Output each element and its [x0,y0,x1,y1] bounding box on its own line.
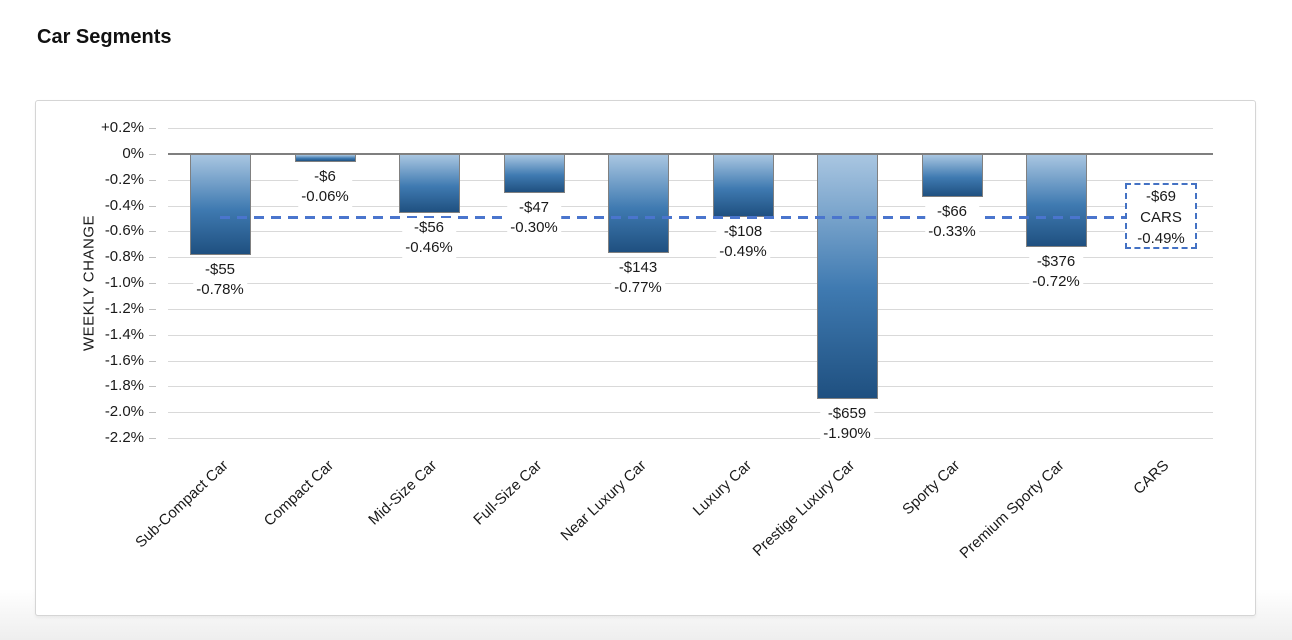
y-axis-tick [149,283,156,284]
gridline [168,206,1213,207]
y-tick-label: -1.8% [104,377,144,394]
bar-value-pct: -0.30% [510,219,558,236]
bar-value-pct: -0.49% [719,243,767,260]
bar [713,154,774,217]
y-axis-tick [149,154,156,155]
gridline [168,438,1213,439]
y-axis-tick [149,386,156,387]
y-axis-tick [149,257,156,258]
bar-value-label: -$66 -0.33% [925,202,979,242]
bar [295,154,356,162]
y-tick-label: -0.8% [104,248,144,265]
y-tick-label: -1.6% [104,352,144,369]
page-title: Car Segments [37,26,172,48]
gridline [168,361,1213,362]
bar-value-usd: -$6 [314,168,336,185]
cars-box-line: -$69 [1145,188,1177,205]
bar-value-pct: -0.33% [928,223,976,240]
y-tick-label: -2.2% [104,429,144,446]
bar-value-label: -$56 -0.46% [402,218,456,258]
y-axis-tick [149,335,156,336]
bar-value-label: -$376 -0.72% [1029,252,1083,292]
gridline [168,386,1213,387]
gridline [168,128,1213,129]
y-tick-label: -1.2% [104,300,144,317]
gridline [168,180,1213,181]
y-axis-tick [149,180,156,181]
bar-value-usd: -$47 [518,199,550,216]
y-tick-label: -0.6% [104,222,144,239]
bar-value-usd: -$659 [827,405,867,422]
bar-value-usd: -$108 [723,223,763,240]
y-axis-tick [149,231,156,232]
y-axis-tick [149,128,156,129]
bar-value-pct: -1.90% [823,425,871,442]
bar-value-label: -$55 -0.78% [193,260,247,300]
bar-value-usd: -$56 [413,219,445,236]
y-axis-tick [149,438,156,439]
x-tick-label: CARS [851,457,1173,498]
gridline [168,335,1213,336]
gridline [168,309,1213,310]
average-dashed-line [220,216,1125,219]
bar-value-label: -$143 -0.77% [611,258,665,298]
y-axis-tick [149,361,156,362]
cars-box-line: CARS [1140,209,1182,226]
cars-annotation-box: -$69 CARS -0.49% [1125,183,1197,249]
y-tick-label: +0.2% [101,119,144,136]
bar [399,154,460,213]
bar-value-usd: -$376 [1036,253,1076,270]
bar-value-label: -$659 -1.90% [820,404,874,444]
bar [922,154,983,197]
y-tick-label: -1.4% [104,326,144,343]
y-axis-tick [149,206,156,207]
gridline [168,231,1213,232]
bar [1026,154,1087,247]
gridline [168,257,1213,258]
bar-value-pct: -0.06% [301,188,349,205]
bar [504,154,565,193]
bar-value-label: -$6 -0.06% [298,167,352,207]
cars-box-line: -0.49% [1137,230,1185,247]
y-tick-label: -1.0% [104,274,144,291]
bar-value-label: -$47 -0.30% [507,198,561,238]
bar-value-pct: -0.78% [196,281,244,298]
bar-value-usd: -$55 [204,261,236,278]
bar [608,154,669,253]
y-tick-label: 0% [122,145,144,162]
y-axis-tick [149,412,156,413]
y-tick-label: -0.2% [104,171,144,188]
gridline [168,283,1213,284]
bar-value-label: -$108 -0.49% [716,222,770,262]
bar [190,154,251,255]
bar-value-pct: -0.77% [614,279,662,296]
bar-value-pct: -0.46% [405,239,453,256]
bar [817,154,878,399]
y-axis-tick [149,309,156,310]
gridline [168,412,1213,413]
y-tick-label: -2.0% [104,403,144,420]
bar-value-usd: -$66 [936,203,968,220]
bar-value-pct: -0.72% [1032,273,1080,290]
bar-value-usd: -$143 [618,259,658,276]
zero-axis-line [168,153,1213,155]
y-tick-label: -0.4% [104,197,144,214]
